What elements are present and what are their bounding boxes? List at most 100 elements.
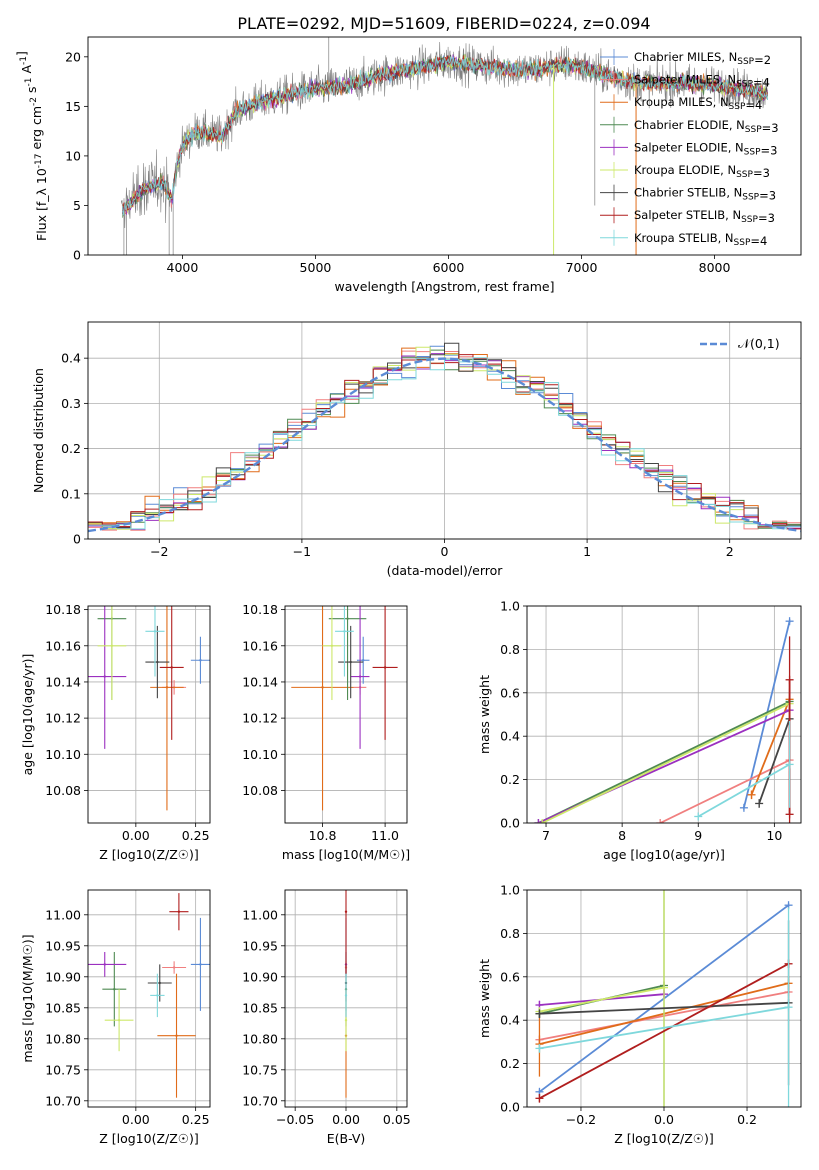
y-tick-label: 10.08 xyxy=(242,783,278,798)
y-tick-label: 0.6 xyxy=(500,969,520,984)
data-point xyxy=(344,910,348,913)
x-axis-label: Z [log10(Z/Z☉)] xyxy=(614,1131,714,1146)
y-tick-label: 0.0 xyxy=(500,1100,520,1115)
y-tick-label: 1.0 xyxy=(500,599,520,614)
y-tick-label: 10.12 xyxy=(45,711,81,726)
plot-area xyxy=(291,606,398,811)
data-point xyxy=(113,988,116,991)
x-tick-label: 8 xyxy=(618,828,626,843)
x-axis-label: Z [log10(Z/Z☉)] xyxy=(99,847,199,862)
y-tick-label: 10.75 xyxy=(242,1062,278,1077)
x-tick-label: 6000 xyxy=(433,260,465,275)
plot-area xyxy=(121,37,768,255)
data-point xyxy=(330,644,334,647)
y-tick-label: 10.18 xyxy=(45,602,81,617)
y-tick-label: 10.10 xyxy=(242,747,278,762)
y-tick-label: 20 xyxy=(65,49,81,64)
x-tick-label: 0.2 xyxy=(737,1112,757,1127)
x-tick-label: 0 xyxy=(441,544,449,559)
data-point xyxy=(199,659,202,662)
x-tick-label: 9 xyxy=(694,828,702,843)
y-tick-label: 10.95 xyxy=(45,938,81,953)
y-tick-label: 10.90 xyxy=(45,969,81,984)
x-axis-label: E(B-V) xyxy=(327,1131,366,1146)
y-axis-label: age [log10(age/yr)] xyxy=(20,654,35,776)
x-tick-label: 0.00 xyxy=(332,1112,360,1127)
x-tick-label: 1 xyxy=(583,544,591,559)
model-spectrum-line xyxy=(122,54,768,216)
x-tick-label: 7000 xyxy=(566,260,598,275)
data-point xyxy=(165,686,169,689)
legend-label: Kroupa MILES, NSSP=4 xyxy=(634,95,762,112)
legend-label: Chabrier STELIB, NSSP=3 xyxy=(634,186,776,203)
weight-line xyxy=(659,759,790,823)
y-axis-label: mass weight xyxy=(477,959,492,1038)
x-tick-label: 5000 xyxy=(300,260,332,275)
y-tick-label: 10.90 xyxy=(242,969,278,984)
y-axis-label: mass [log10(M/M☉)] xyxy=(20,934,35,1062)
weight-line xyxy=(758,718,791,804)
x-tick-label: 0.0 xyxy=(654,1112,674,1127)
figure-title: PLATE=0292, MJD=51609, FIBERID=0224, z=0… xyxy=(237,14,650,33)
model-spectrum-line xyxy=(122,55,768,216)
data-point xyxy=(156,994,159,997)
y-tick-label: 10.70 xyxy=(242,1093,278,1108)
x-axis-label: (data-model)/error xyxy=(387,563,504,578)
y-tick-label: 0.2 xyxy=(61,441,81,456)
y-tick-label: 10.80 xyxy=(45,1031,81,1046)
data-point xyxy=(343,630,346,633)
axes-frame xyxy=(526,605,802,824)
model-spectrum-line xyxy=(122,55,768,212)
y-tick-label: 0.4 xyxy=(500,729,520,744)
x-axis-label: age [log10(age/yr)] xyxy=(603,847,725,862)
y-tick-label: 0 xyxy=(73,248,81,263)
data-point xyxy=(170,666,173,669)
data-point xyxy=(172,966,176,969)
weight-line xyxy=(750,698,791,796)
x-tick-label: 10.8 xyxy=(309,828,337,843)
residual-histogram-step xyxy=(88,357,801,539)
y-tick-label: 10.80 xyxy=(242,1031,278,1046)
x-tick-label: 0.00 xyxy=(122,828,150,843)
mass-vs-metallicity-panel: 0.00 0.25 10.70 10.75 10.80 10.85 10.90 10.95 11… xyxy=(20,889,211,1146)
y-tick-label: 11.00 xyxy=(45,907,81,922)
x-tick-label: 7 xyxy=(542,828,550,843)
x-tick-label: 0.25 xyxy=(182,1112,210,1127)
y-tick-label: 0.2 xyxy=(500,1056,520,1071)
axes-frame xyxy=(284,605,408,824)
y-tick-label: 10.12 xyxy=(242,711,278,726)
y-tick-label: 10.10 xyxy=(45,747,81,762)
plot-area xyxy=(88,893,210,1098)
x-tick-label: 8000 xyxy=(699,260,731,275)
legend-label: 𝒩(0,1) xyxy=(738,336,780,351)
axes-frame xyxy=(87,36,802,256)
data-point xyxy=(344,994,348,997)
y-tick-label: 0.6 xyxy=(500,685,520,700)
y-tick-label: 0.4 xyxy=(500,1013,520,1028)
data-point xyxy=(175,1034,178,1037)
y-tick-label: 10.08 xyxy=(45,783,81,798)
residuals-panel: −2 −1 0 1 2 0 0.1 0.2 0.3 0.4 (data-model)/error No… xyxy=(31,321,802,578)
y-tick-label: 0.3 xyxy=(61,396,81,411)
legend-label: Salpeter STELIB, NSSP=3 xyxy=(634,208,775,225)
y-tick-label: 10 xyxy=(65,148,81,163)
data-point xyxy=(383,666,387,669)
weight-line xyxy=(541,702,790,823)
x-tick-label: 0.05 xyxy=(383,1112,411,1127)
y-tick-label: 10.16 xyxy=(242,638,278,653)
y-tick-label: 0.8 xyxy=(500,642,520,657)
y-tick-label: 10.14 xyxy=(45,674,81,689)
y-tick-label: 10.14 xyxy=(242,674,278,689)
x-tick-label: −0.2 xyxy=(566,1112,596,1127)
x-axis-label: Z [log10(Z/Z☉)] xyxy=(99,1131,199,1146)
x-tick-label: 2 xyxy=(726,544,734,559)
x-axis-label: wavelength [Angstrom, rest frame] xyxy=(334,279,554,294)
y-tick-label: 10.85 xyxy=(242,1000,278,1015)
x-tick-label: 10 xyxy=(766,828,782,843)
age-vs-metallicity-panel: 0.00 0.25 10.08 10.10 10.12 10.14 10.16 10.18 Z … xyxy=(20,602,211,862)
legend-label: Chabrier MILES, NSSP=2 xyxy=(634,50,771,67)
age-vs-mass-panel: 10.8 11.0 10.08 10.10 10.12 10.14 10.16 10.18 ma… xyxy=(242,602,410,862)
data-point xyxy=(358,675,362,678)
y-tick-label: 10.75 xyxy=(45,1062,81,1077)
x-tick-label: −1 xyxy=(293,544,311,559)
